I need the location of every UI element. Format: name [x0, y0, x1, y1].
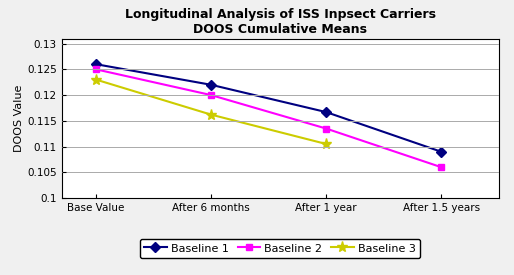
- Baseline 2: [323, 127, 329, 130]
- Baseline 1: [438, 150, 444, 153]
- Baseline 1: [93, 63, 99, 66]
- Y-axis label: DOOS Value: DOOS Value: [14, 85, 24, 152]
- Baseline 2: [93, 68, 99, 71]
- Baseline 2: [438, 166, 444, 169]
- Baseline 3: [323, 142, 329, 146]
- Line: Baseline 2: Baseline 2: [93, 66, 445, 170]
- Baseline 3: [93, 78, 99, 81]
- Baseline 1: [323, 111, 329, 114]
- Title: Longitudinal Analysis of ISS Inpsect Carriers
DOOS Cumulative Means: Longitudinal Analysis of ISS Inpsect Car…: [124, 8, 436, 36]
- Legend: Baseline 1, Baseline 2, Baseline 3: Baseline 1, Baseline 2, Baseline 3: [140, 239, 420, 258]
- Baseline 1: [208, 83, 214, 86]
- Baseline 3: [208, 113, 214, 116]
- Line: Baseline 3: Baseline 3: [90, 74, 332, 150]
- Line: Baseline 1: Baseline 1: [93, 61, 445, 155]
- Baseline 2: [208, 94, 214, 97]
